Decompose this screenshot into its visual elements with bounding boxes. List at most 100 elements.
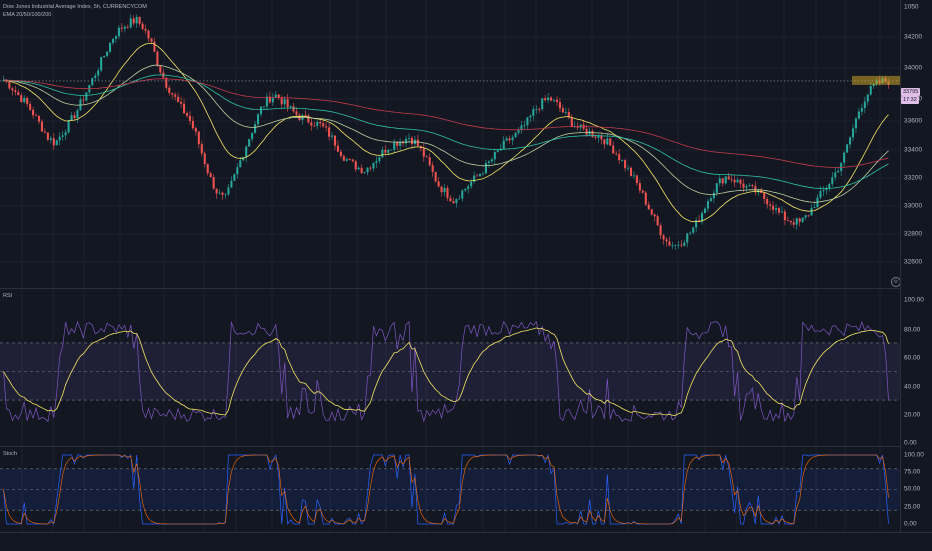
candle-body	[745, 186, 748, 188]
candle-body	[138, 17, 141, 24]
candle-body	[804, 215, 807, 218]
candle-body	[742, 183, 745, 188]
candle-body	[659, 225, 662, 236]
candle-body	[558, 102, 561, 109]
candle-body	[49, 138, 52, 140]
candle-body	[73, 115, 76, 119]
candle-body	[567, 112, 570, 118]
candle-body	[449, 198, 452, 202]
candle-body	[103, 55, 106, 58]
candle-body	[94, 75, 97, 78]
candle-body	[114, 36, 117, 39]
candle-body	[585, 128, 588, 135]
candle-body	[46, 132, 49, 140]
candle-body	[476, 175, 479, 177]
candle-body	[692, 227, 695, 233]
candle-body	[111, 38, 115, 43]
rsi-line	[3, 320, 889, 423]
candle-body	[668, 241, 671, 246]
candle-body	[58, 136, 61, 141]
candle-body	[736, 179, 739, 183]
candle-body	[470, 181, 473, 187]
candle-body	[283, 99, 286, 105]
candle-body	[733, 179, 736, 183]
candle-body	[248, 138, 251, 147]
candle-body	[464, 188, 467, 191]
candle-body	[481, 173, 485, 175]
candle-body	[328, 127, 331, 137]
candle-body	[230, 180, 233, 188]
candle-body	[653, 214, 656, 217]
candle-body	[677, 244, 680, 246]
candle-body	[316, 121, 319, 126]
candle-body	[351, 159, 354, 162]
candle-body	[650, 209, 653, 215]
candle-body	[514, 132, 517, 138]
candle-body	[490, 159, 493, 162]
candle-body	[35, 115, 38, 117]
candle-body	[120, 27, 123, 29]
ema50-line	[3, 64, 889, 203]
candle-body	[106, 51, 109, 56]
candle-body	[348, 159, 351, 160]
candle-body	[224, 194, 227, 196]
candle-body	[564, 112, 567, 113]
candle-body	[277, 94, 280, 99]
candle-body	[810, 207, 813, 216]
ema-legend[interactable]: EMA 20/50/100/200	[3, 12, 52, 18]
candle-body	[313, 125, 316, 127]
candle-body	[271, 97, 274, 103]
candle-body	[840, 162, 843, 172]
candle-body	[292, 106, 295, 112]
candle-body	[32, 109, 35, 116]
stoch-tick-label: 75.00	[904, 468, 921, 476]
stoch-tick-label: 25.00	[904, 503, 921, 511]
candle-body	[55, 140, 58, 146]
candle-body	[606, 138, 609, 145]
candle-body	[64, 132, 67, 136]
candle-body	[422, 148, 425, 157]
candle-body	[82, 99, 85, 101]
time-scale[interactable]	[0, 532, 932, 551]
candle-body	[487, 161, 490, 163]
candle-body	[748, 185, 751, 187]
candle-body	[390, 149, 393, 151]
candle-body	[526, 117, 529, 126]
candle-body	[440, 186, 443, 193]
pane-divider-stoch[interactable]	[0, 446, 932, 447]
candle-body	[496, 150, 499, 153]
candle-body	[407, 138, 411, 139]
candle-body	[843, 152, 846, 163]
candle-body	[635, 175, 638, 184]
candle-body	[416, 139, 419, 146]
candle-body	[718, 178, 721, 184]
candle-body	[304, 115, 307, 116]
candle-body	[206, 163, 209, 174]
chart-canvas[interactable]	[0, 0, 900, 532]
candle-body	[336, 145, 339, 152]
candle-body	[159, 65, 162, 73]
candle-body	[517, 129, 520, 133]
pane-divider-rsi[interactable]	[0, 288, 932, 289]
rsi-tick-label: 0.00	[904, 439, 917, 447]
candle-body	[387, 150, 390, 153]
candle-body	[795, 218, 798, 225]
candle-body	[807, 215, 810, 217]
candle-body	[452, 201, 455, 204]
candle-body	[259, 106, 263, 115]
candle-body	[153, 41, 156, 52]
price-tick-label: 33600	[904, 117, 923, 125]
candle-body	[751, 185, 754, 187]
price-tick-label: 32600	[904, 258, 923, 266]
candle-body	[43, 131, 46, 133]
candle-body	[638, 183, 641, 191]
candle-body	[632, 175, 635, 177]
candle-body	[289, 106, 292, 108]
candle-body	[555, 99, 559, 103]
candle-body	[2, 80, 5, 82]
candle-body	[245, 146, 248, 158]
countdown-tag: 17:32	[901, 96, 919, 104]
symbol-legend[interactable]: Dow Jones Industrial Average Index, 5h, …	[3, 4, 147, 10]
candle-body	[674, 244, 677, 246]
candle-body	[437, 181, 440, 187]
